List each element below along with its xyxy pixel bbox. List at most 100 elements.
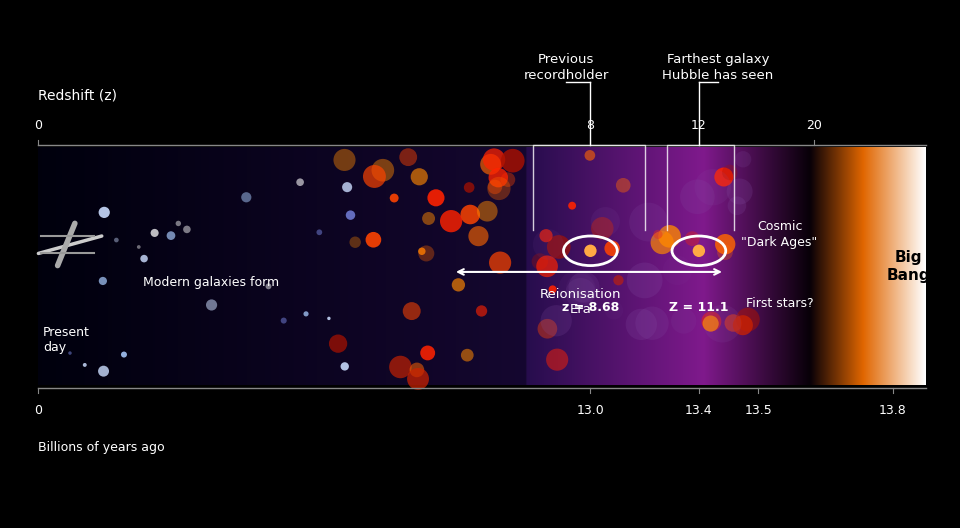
- Text: 0: 0: [35, 404, 42, 417]
- Point: [735, 155, 751, 164]
- Text: Reionisation
Era: Reionisation Era: [540, 288, 621, 316]
- Text: Present
day: Present day: [43, 326, 90, 354]
- Text: 13.0: 13.0: [577, 404, 604, 417]
- Point: [573, 284, 588, 293]
- Text: Redshift (z): Redshift (z): [38, 89, 117, 103]
- Point: [615, 181, 631, 190]
- Point: [312, 228, 327, 237]
- Point: [393, 363, 408, 371]
- Point: [463, 210, 478, 219]
- Point: [576, 283, 591, 291]
- Point: [532, 257, 547, 266]
- Text: 0: 0: [35, 119, 42, 132]
- Point: [703, 319, 718, 328]
- Point: [655, 238, 670, 247]
- Point: [704, 317, 719, 326]
- Text: Farthest galaxy
Hubble has seen: Farthest galaxy Hubble has seen: [662, 53, 774, 82]
- Point: [583, 247, 598, 255]
- Point: [330, 340, 346, 348]
- Point: [492, 258, 508, 267]
- Point: [650, 230, 665, 239]
- Point: [116, 351, 132, 359]
- Point: [163, 231, 179, 240]
- Point: [375, 166, 391, 174]
- Point: [714, 319, 730, 328]
- Point: [276, 316, 292, 325]
- Point: [414, 247, 429, 256]
- Point: [730, 202, 745, 210]
- Point: [337, 156, 352, 164]
- Point: [171, 219, 186, 228]
- Point: [717, 240, 732, 248]
- Point: [637, 276, 653, 285]
- Point: [340, 183, 355, 191]
- Point: [56, 248, 71, 257]
- Point: [132, 243, 147, 251]
- Point: [97, 208, 112, 216]
- Point: [500, 175, 516, 184]
- Point: [735, 321, 751, 329]
- Point: [545, 285, 561, 294]
- Point: [62, 349, 78, 357]
- Point: [204, 301, 219, 309]
- Point: [539, 231, 554, 240]
- Point: [491, 173, 506, 182]
- Point: [180, 225, 195, 233]
- Text: Z = 11.1: Z = 11.1: [669, 301, 729, 314]
- Point: [634, 320, 649, 328]
- Point: [689, 193, 705, 201]
- Point: [726, 319, 741, 327]
- Text: z = 8.68: z = 8.68: [562, 301, 619, 314]
- Point: [573, 289, 588, 297]
- Point: [540, 325, 555, 333]
- Point: [348, 238, 363, 247]
- Point: [322, 314, 337, 323]
- Point: [420, 214, 436, 223]
- Point: [492, 184, 507, 193]
- Point: [337, 362, 352, 371]
- Point: [716, 173, 732, 181]
- Point: [488, 183, 503, 191]
- Point: [676, 317, 691, 325]
- Point: [409, 366, 424, 374]
- Point: [147, 229, 162, 237]
- Point: [644, 319, 660, 327]
- Point: [470, 232, 486, 240]
- Point: [480, 207, 495, 215]
- Text: First stars?: First stars?: [746, 297, 813, 310]
- Point: [551, 243, 566, 251]
- Point: [366, 235, 381, 244]
- Point: [77, 361, 92, 369]
- Point: [343, 211, 358, 219]
- Point: [483, 160, 498, 168]
- Point: [594, 224, 610, 232]
- Point: [740, 315, 756, 324]
- Point: [732, 187, 747, 196]
- Point: [722, 168, 737, 177]
- Point: [96, 367, 111, 375]
- Point: [670, 266, 685, 275]
- Point: [549, 355, 564, 364]
- Point: [611, 276, 626, 285]
- Text: Previous
recordholder: Previous recordholder: [524, 53, 609, 82]
- Point: [293, 178, 308, 186]
- Text: Modern galaxies form: Modern galaxies form: [143, 276, 279, 289]
- Point: [661, 232, 677, 241]
- Point: [474, 307, 490, 315]
- Text: 20: 20: [806, 119, 822, 132]
- Point: [548, 316, 564, 325]
- Text: Cosmic
"Dark Ages": Cosmic "Dark Ages": [741, 221, 818, 249]
- Point: [400, 153, 416, 162]
- Point: [540, 262, 555, 270]
- Point: [419, 249, 434, 258]
- Text: 13.5: 13.5: [745, 404, 772, 417]
- Point: [450, 280, 466, 289]
- Point: [444, 217, 459, 225]
- Point: [582, 151, 597, 159]
- Point: [569, 285, 585, 293]
- Text: 13.4: 13.4: [685, 404, 712, 417]
- Text: Big
Bang: Big Bang: [886, 250, 930, 283]
- Text: Billions of years ago: Billions of years ago: [38, 441, 165, 454]
- Point: [706, 183, 721, 192]
- Point: [420, 348, 436, 357]
